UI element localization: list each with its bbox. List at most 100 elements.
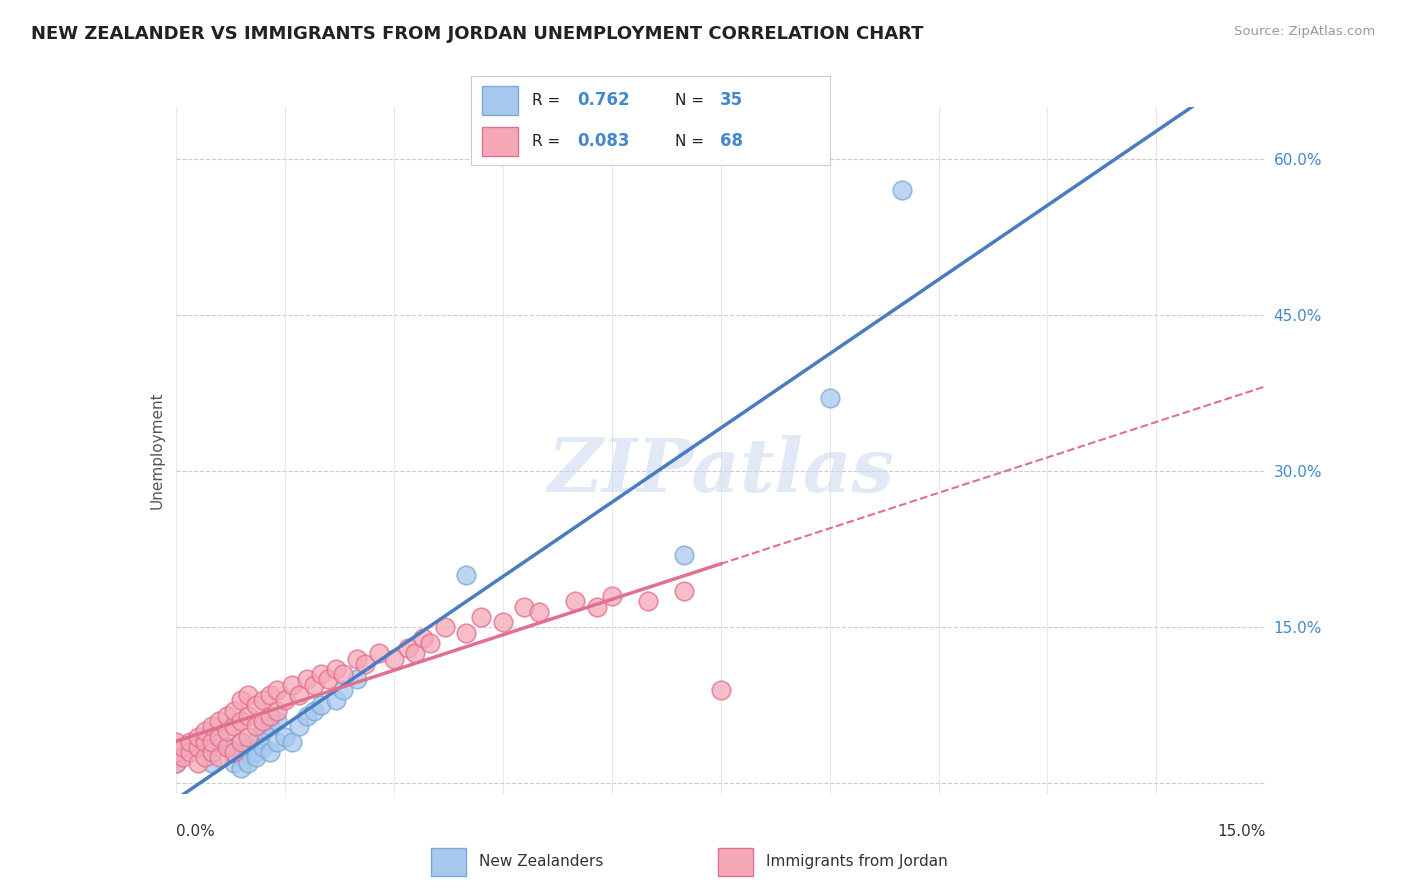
Point (302, 678, 325, 692)
Point (231, 735, 253, 749)
Point (208, 714, 231, 728)
Point (325, 662, 347, 676)
Point (165, 756, 187, 770)
Point (186, 730, 209, 744)
Point (231, 735, 253, 749)
Point (252, 693, 274, 707)
Text: New Zealanders: New Zealanders (479, 854, 603, 869)
Point (259, 719, 281, 733)
Point (346, 673, 368, 687)
Point (186, 756, 209, 770)
Point (600, 589, 623, 603)
Point (179, 735, 201, 749)
Point (238, 688, 260, 702)
Point (215, 708, 238, 723)
Text: 35: 35 (720, 91, 744, 110)
Point (405, 646, 427, 660)
Text: 15.0%: 15.0% (1218, 824, 1265, 839)
Point (245, 735, 267, 749)
Point (332, 682, 354, 697)
Point (252, 724, 274, 739)
Point (419, 636, 441, 650)
Point (818, 392, 841, 406)
Point (412, 631, 434, 645)
Point (456, 625, 478, 640)
Point (222, 745, 245, 759)
Point (891, 183, 914, 197)
Point (382, 651, 405, 665)
Text: Source: ZipAtlas.com: Source: ZipAtlas.com (1234, 25, 1375, 38)
Point (318, 673, 340, 687)
Point (513, 599, 536, 614)
Point (222, 704, 245, 718)
Point (208, 750, 231, 764)
Point (710, 682, 733, 697)
Point (295, 673, 318, 687)
Point (165, 745, 187, 759)
Point (238, 756, 260, 770)
Point (201, 756, 224, 770)
Point (281, 678, 304, 692)
Point (238, 708, 260, 723)
Point (238, 730, 260, 744)
Point (222, 745, 245, 759)
Point (201, 735, 224, 749)
Point (215, 740, 238, 755)
Point (266, 682, 288, 697)
Point (673, 583, 696, 598)
Point (238, 740, 260, 755)
Point (238, 745, 260, 759)
Point (332, 667, 354, 681)
Point (252, 740, 274, 755)
Point (274, 693, 297, 707)
Point (433, 620, 456, 634)
Point (172, 750, 194, 764)
Point (165, 756, 187, 770)
Point (281, 735, 304, 749)
Point (346, 651, 368, 665)
Point (274, 730, 297, 744)
Point (201, 745, 224, 759)
Point (266, 714, 288, 728)
Point (208, 730, 231, 744)
Point (353, 657, 375, 671)
Point (302, 704, 325, 718)
Text: Immigrants from Jordan: Immigrants from Jordan (766, 854, 948, 869)
FancyBboxPatch shape (430, 847, 465, 877)
Point (201, 745, 224, 759)
FancyBboxPatch shape (482, 127, 517, 156)
Point (492, 615, 515, 630)
Point (245, 719, 267, 733)
Point (288, 719, 311, 733)
Text: ZIPatlas: ZIPatlas (547, 434, 894, 508)
Text: R =: R = (531, 134, 565, 149)
Point (266, 735, 288, 749)
Point (194, 750, 217, 764)
Point (172, 740, 194, 755)
Point (527, 605, 550, 619)
Point (231, 714, 253, 728)
Point (586, 599, 609, 614)
Point (637, 594, 659, 608)
Text: NEW ZEALANDER VS IMMIGRANTS FROM JORDAN UNEMPLOYMENT CORRELATION CHART: NEW ZEALANDER VS IMMIGRANTS FROM JORDAN … (31, 25, 924, 43)
Point (165, 735, 187, 749)
Point (259, 708, 281, 723)
Point (208, 735, 231, 749)
Text: N =: N = (675, 93, 709, 108)
Point (470, 610, 492, 624)
FancyBboxPatch shape (718, 847, 754, 877)
Point (252, 714, 274, 728)
Point (325, 693, 347, 707)
Point (259, 745, 281, 759)
Point (194, 735, 217, 749)
Point (222, 719, 245, 733)
Point (245, 745, 267, 759)
Point (179, 745, 201, 759)
Point (215, 724, 238, 739)
Point (266, 704, 288, 718)
Point (215, 740, 238, 755)
Text: R =: R = (531, 93, 565, 108)
Point (186, 740, 209, 755)
Text: 68: 68 (720, 132, 744, 151)
Point (368, 646, 391, 660)
